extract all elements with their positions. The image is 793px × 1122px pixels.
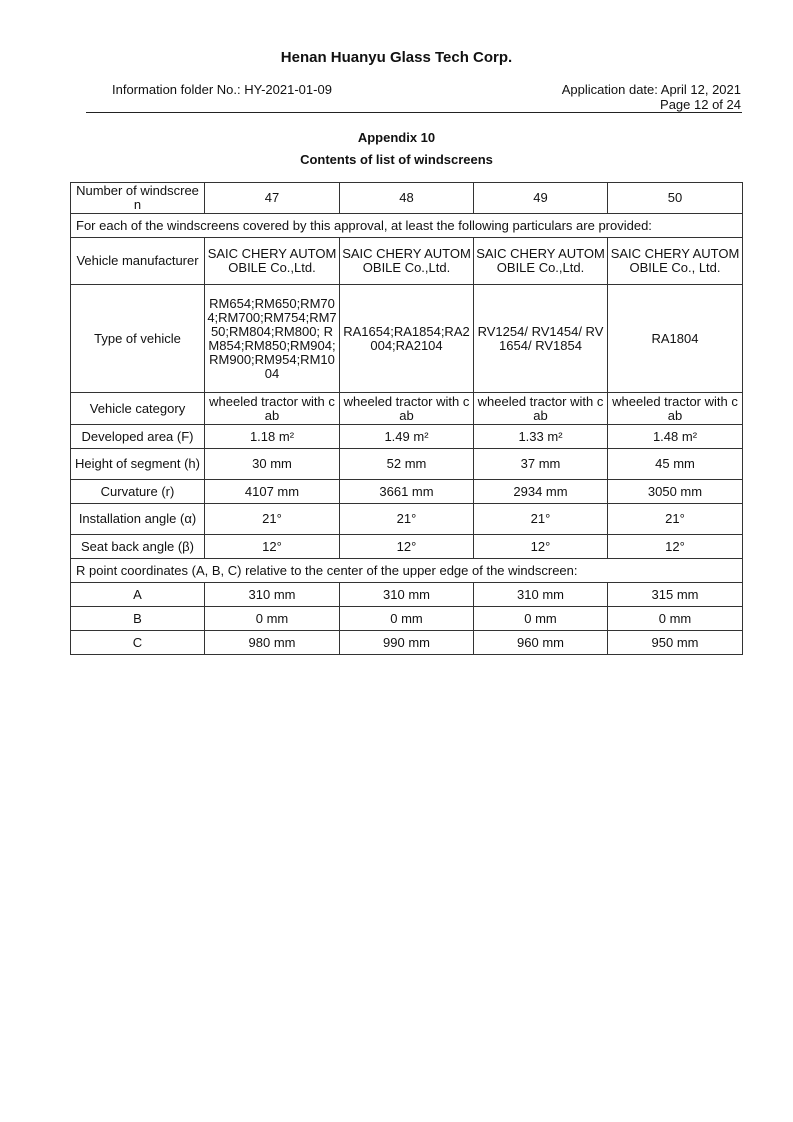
cell: wheeled tractor with cab — [607, 392, 743, 425]
row-label: Developed area (F) — [70, 424, 205, 449]
table-row: Developed area (F) 1.18 m² 1.49 m² 1.33 m² 1… — [70, 424, 743, 449]
cell: 21° — [204, 503, 340, 535]
cell: SAIC CHERY AUTOMOBILE Co.,Ltd. — [339, 237, 474, 285]
cell: 12° — [204, 534, 340, 559]
cell: 30 mm — [204, 448, 340, 480]
cell: SAIC CHERY AUTOMOBILE Co.,Ltd. — [473, 237, 608, 285]
page-number: Page 12 of 24 — [660, 97, 741, 112]
row-label: Installation angle (α) — [70, 503, 205, 535]
windscreen-table: Number of windscreen 47 48 49 50 For each of … — [70, 182, 743, 655]
intro-row-text: For each of the windscreens covered by t… — [70, 213, 743, 238]
cell: 49 — [473, 182, 608, 214]
folder-number: Information folder No.: HY-2021-01-09 — [112, 82, 332, 97]
cell: 12° — [607, 534, 743, 559]
cell: 1.48 m² — [607, 424, 743, 449]
row-label: Height of segment (h) — [70, 448, 205, 480]
cell: RA1804 — [607, 284, 743, 393]
cell: wheeled tractor with cab — [473, 392, 608, 425]
cell: 3050 mm — [607, 479, 743, 504]
r-point-row: A 310 mm 310 mm 310 mm 315 mm — [70, 582, 743, 607]
cell: 950 mm — [607, 630, 743, 655]
table-row: Curvature (r) 4107 mm 3661 mm 2934 mm 3050 m… — [70, 479, 743, 504]
appendix-title: Appendix 10 — [357, 130, 436, 145]
company-name: Henan Huanyu Glass Tech Corp. — [280, 49, 513, 66]
cell: 990 mm — [339, 630, 474, 655]
windscreen-number-row: Number of windscreen 47 48 49 50 — [70, 182, 743, 214]
cell: 48 — [339, 182, 474, 214]
cell: 4107 mm — [204, 479, 340, 504]
cell: 310 mm — [473, 582, 608, 607]
header-divider — [86, 112, 742, 113]
cell: 45 mm — [607, 448, 743, 480]
row-label: Seat back angle (β) — [70, 534, 205, 559]
cell: RM654;RM650;RM704;RM700;RM754;RM750;RM80… — [204, 284, 340, 393]
intro-row: For each of the windscreens covered by t… — [70, 213, 743, 238]
cell: 1.33 m² — [473, 424, 608, 449]
cell: RA1654;RA1854;RA2004;RA2104 — [339, 284, 474, 393]
cell: 2934 mm — [473, 479, 608, 504]
row-label: C — [70, 630, 205, 655]
appendix-subtitle: Contents of list of windscreens — [300, 152, 493, 167]
cell: 12° — [473, 534, 608, 559]
row-label: Vehicle category — [70, 392, 205, 425]
row-label: Curvature (r) — [70, 479, 205, 504]
table-row: Installation angle (α) 21° 21° 21° 21° — [70, 503, 743, 535]
table-row: Vehicle manufacturer SAIC CHERY AUTOMOBIL… — [70, 237, 743, 285]
cell: 310 mm — [339, 582, 474, 607]
cell: 0 mm — [607, 606, 743, 631]
cell: SAIC CHERY AUTOMOBILE Co., Ltd. — [607, 237, 743, 285]
cell: 1.49 m² — [339, 424, 474, 449]
cell: 3661 mm — [339, 479, 474, 504]
cell: 0 mm — [473, 606, 608, 631]
header-right: Application date: April 12, 2021 Page 12… — [562, 82, 741, 112]
cell: wheeled tractor with cab — [204, 392, 340, 425]
row-label: Number of windscreen — [70, 182, 205, 214]
cell: 21° — [339, 503, 474, 535]
application-date: Application date: April 12, 2021 — [561, 82, 741, 97]
table-row: Vehicle category wheeled tractor with cab… — [70, 392, 743, 425]
cell: 50 — [607, 182, 743, 214]
cell: wheeled tractor with cab — [339, 392, 474, 425]
row-label: B — [70, 606, 205, 631]
cell: 47 — [204, 182, 340, 214]
cell: 52 mm — [339, 448, 474, 480]
cell: 960 mm — [473, 630, 608, 655]
cell: SAIC CHERY AUTOMOBILE Co.,Ltd. — [204, 237, 340, 285]
row-label: Vehicle manufacturer — [70, 237, 205, 285]
table-row: Type of vehicle RM654;RM650;RM704;RM700;R… — [70, 284, 743, 393]
cell: 1.18 m² — [204, 424, 340, 449]
cell: 21° — [607, 503, 743, 535]
cell: 315 mm — [607, 582, 743, 607]
table-row: Height of segment (h) 30 mm 52 mm 37 mm 45 m… — [70, 448, 743, 480]
cell: 0 mm — [339, 606, 474, 631]
r-point-intro-row-text: R point coordinates (A, B, C) relative t… — [70, 558, 743, 583]
cell: 310 mm — [204, 582, 340, 607]
cell: 980 mm — [204, 630, 340, 655]
cell: 37 mm — [473, 448, 608, 480]
cell: 12° — [339, 534, 474, 559]
cell: RV1254/ RV1454/ RV1654/ RV1854 — [473, 284, 608, 393]
row-label: A — [70, 582, 205, 607]
r-point-row: C 980 mm 990 mm 960 mm 950 mm — [70, 630, 743, 655]
cell: 21° — [473, 503, 608, 535]
r-point-intro-row: R point coordinates (A, B, C) relative t… — [70, 558, 743, 583]
row-label: Type of vehicle — [70, 284, 205, 393]
table-row: Seat back angle (β) 12° 12° 12° 12° — [70, 534, 743, 559]
cell: 0 mm — [204, 606, 340, 631]
